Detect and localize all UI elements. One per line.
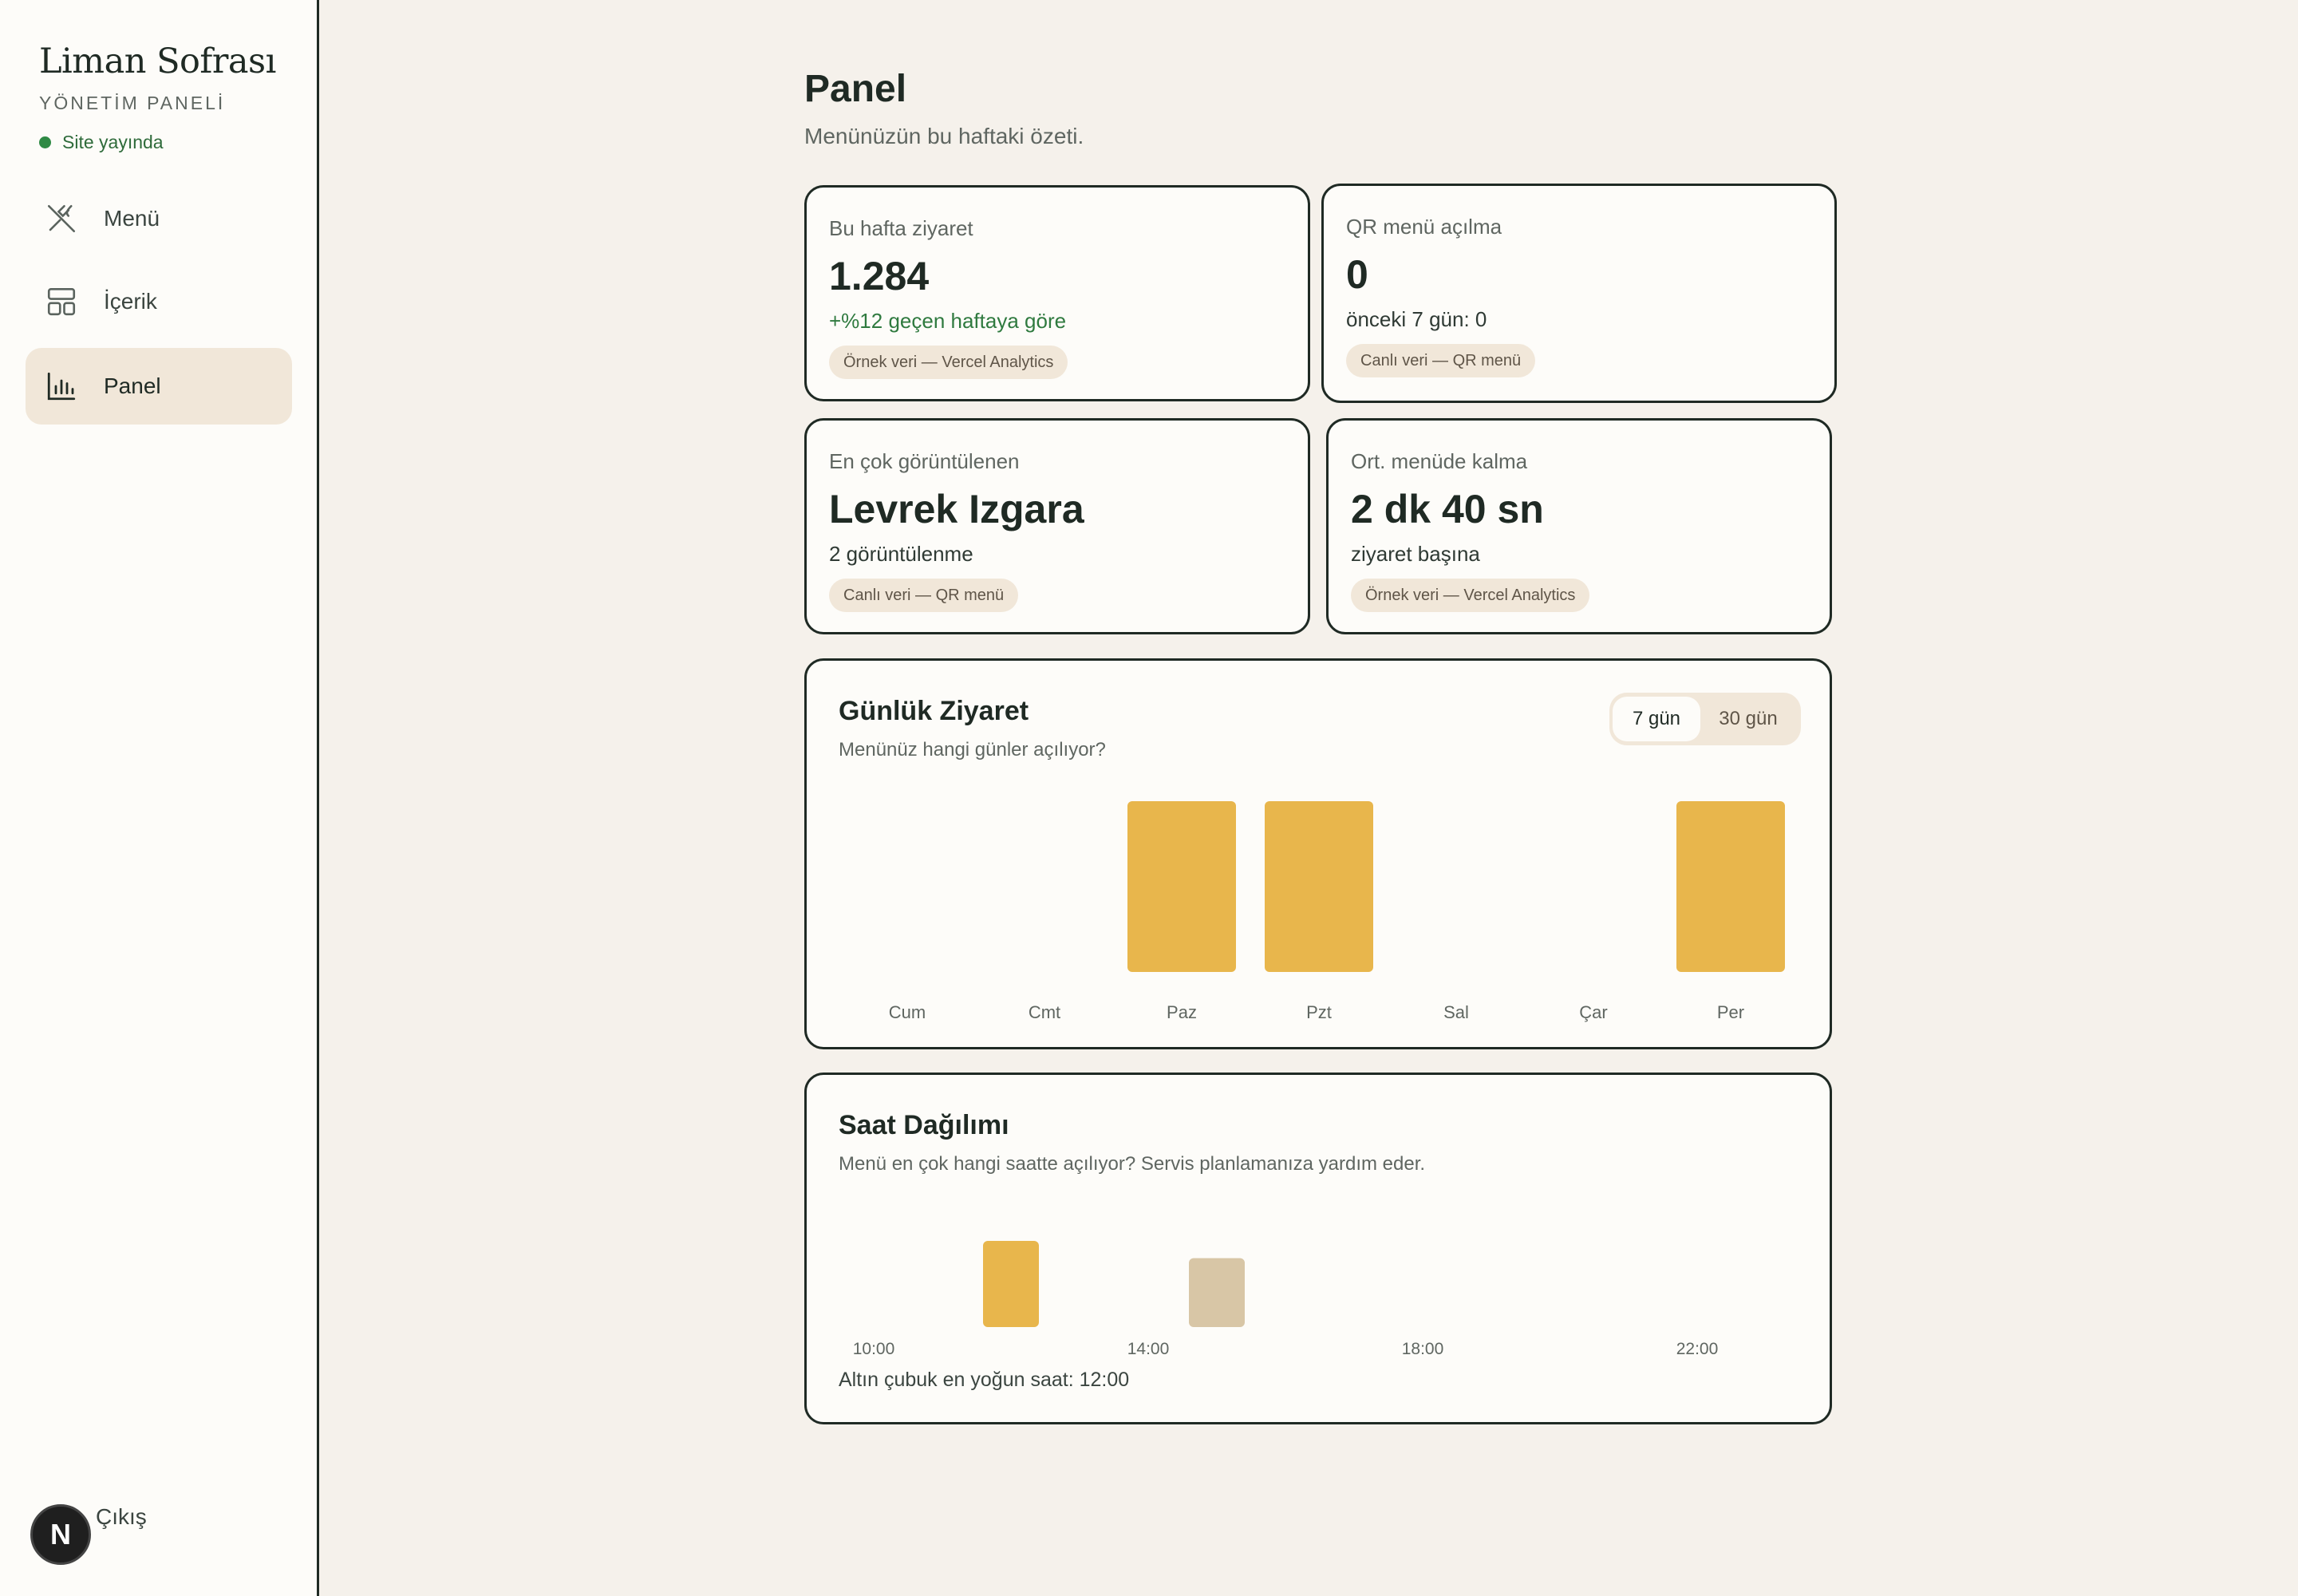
sidebar-item-label: Panel [104, 373, 161, 398]
source-badge: Canlı veri — QR menü [1346, 344, 1536, 377]
daily-tick-label: Pzt [1306, 1002, 1332, 1022]
layout-icon [47, 287, 76, 316]
stat-note: önceki 7 gün: 0 [1346, 307, 1487, 331]
hourly-tick-label: 10:00 [853, 1340, 895, 1358]
hourly-tick-label: 18:00 [1402, 1340, 1444, 1358]
stat-value: 2 dk 40 sn [1351, 487, 1544, 531]
hourly-tick-label: 22:00 [1676, 1340, 1719, 1358]
source-badge: Canlı veri — QR menü [829, 579, 1019, 612]
hourly-distribution-card: Saat Dağılımı Menü en çok hangi saatte a… [804, 1073, 1832, 1424]
range-7-days-button[interactable]: 7 gün [1613, 697, 1700, 741]
range-30-days-button[interactable]: 30 gün [1719, 708, 1778, 729]
daily-tick-label: Paz [1167, 1002, 1197, 1022]
chart-title: Günlük Ziyaret [839, 696, 1029, 726]
stat-label: QR menü açılma [1346, 215, 1502, 239]
hourly-distribution-chart: 10:00 14:00 18:00 22:00 [853, 1241, 1719, 1358]
stat-label: Bu hafta ziyaret [829, 216, 973, 240]
stat-note: 2 görüntülenme [829, 542, 973, 566]
daily-tick-label: Cmt [1029, 1002, 1060, 1022]
site-status-label: Site yayında [62, 132, 164, 152]
source-badge: Örnek veri — Vercel Analytics [1351, 579, 1590, 612]
daily-bar-per [1676, 801, 1785, 972]
sidebar-item-panel[interactable]: Panel [26, 348, 292, 425]
bar-chart-icon [47, 372, 76, 401]
stat-note: ziyaret başına [1351, 542, 1480, 566]
daily-tick-label: Per [1717, 1002, 1744, 1022]
next-badge-icon[interactable]: N [30, 1504, 91, 1565]
daily-bar-paz [1127, 801, 1236, 972]
daily-visits-card: Günlük Ziyaret Menünüz hangi günler açıl… [804, 658, 1832, 1049]
source-badge: Örnek veri — Vercel Analytics [829, 346, 1068, 379]
page-title: Panel [804, 68, 907, 110]
stat-card-avg-duration: Ort. menüde kalma 2 dk 40 sn ziyaret baş… [1326, 418, 1832, 634]
stat-value: 1.284 [829, 254, 930, 298]
chart-subtitle: Menünüz hangi günler açılıyor? [839, 739, 1106, 760]
stat-card-weekly-visits: Bu hafta ziyaret 1.284 +%12 geçen haftay… [804, 185, 1310, 401]
chart-footnote: Altın çubuk en yoğun saat: 12:00 [839, 1369, 1130, 1391]
stat-label: Ort. menüde kalma [1351, 449, 1528, 473]
stat-note: +%12 geçen haftaya göre [829, 309, 1067, 333]
logout-button[interactable]: Çıkış [96, 1504, 147, 1529]
daily-visits-chart: Cum Cmt Paz Pzt Sal Çar Per [889, 801, 1785, 1022]
stat-card-qr-opens: QR menü açılma 0 önceki 7 gün: 0 Canlı v… [1321, 184, 1837, 403]
stat-value: 0 [1346, 252, 1368, 297]
range-toggle: 7 gün 30 gün [1609, 693, 1801, 745]
stat-card-most-viewed: En çok görüntülenen Levrek Izgara 2 görü… [804, 418, 1310, 634]
brand-name: Liman Sofrası [39, 41, 276, 81]
hourly-bar-1500 [1189, 1258, 1245, 1327]
stat-value: Levrek Izgara [829, 487, 1084, 531]
hourly-tick-label: 14:00 [1127, 1340, 1170, 1358]
daily-tick-label: Cum [889, 1002, 926, 1022]
sidebar-item-menu[interactable]: Menü [26, 180, 292, 257]
sidebar-item-label: İçerik [104, 289, 157, 314]
daily-tick-label: Çar [1579, 1002, 1607, 1022]
brand-subtitle: YÖNETİM PANELİ [39, 93, 226, 113]
daily-tick-label: Sal [1443, 1002, 1469, 1022]
chart-subtitle: Menü en çok hangi saatte açılıyor? Servi… [839, 1153, 1426, 1175]
daily-bar-pzt [1265, 801, 1373, 972]
stat-label: En çok görüntülenen [829, 449, 1020, 473]
sidebar-item-icerik[interactable]: İçerik [26, 263, 292, 340]
page-subtitle: Menünüzün bu haftaki özeti. [804, 124, 1084, 148]
status-dot-icon [39, 136, 51, 148]
utensils-icon [47, 204, 76, 233]
sidebar: Liman Sofrası YÖNETİM PANELİ Site yayınd… [0, 0, 319, 1596]
chart-title: Saat Dağılımı [839, 1110, 1009, 1140]
hourly-bar-1200 [983, 1241, 1039, 1327]
sidebar-item-label: Menü [104, 206, 160, 231]
site-status: Site yayında [39, 132, 164, 153]
